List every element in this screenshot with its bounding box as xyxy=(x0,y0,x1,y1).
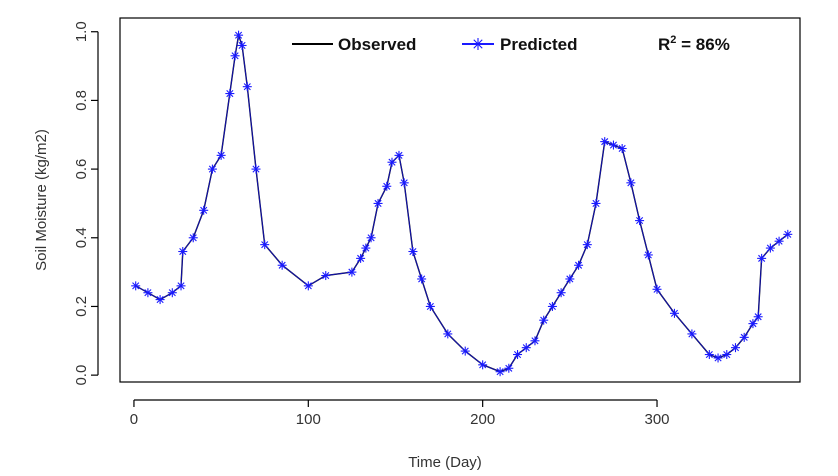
predicted-point xyxy=(635,216,645,226)
predicted-point xyxy=(478,360,488,370)
predicted-point xyxy=(199,205,209,215)
predicted-point xyxy=(774,236,784,246)
predicted-point xyxy=(251,164,261,174)
legend-label-observed: Observed xyxy=(338,35,416,54)
plot-frame xyxy=(119,17,801,383)
predicted-point xyxy=(547,301,557,311)
predicted-point xyxy=(167,288,177,298)
predicted-point xyxy=(565,274,575,284)
predicted-point xyxy=(237,40,247,50)
x-tick-label: 100 xyxy=(296,411,321,428)
predicted-point xyxy=(387,157,397,167)
predicted-point xyxy=(207,164,217,174)
predicted-point xyxy=(582,240,592,250)
predicted-point xyxy=(399,178,409,188)
predicted-point xyxy=(277,260,287,270)
predicted-point xyxy=(408,247,418,257)
predicted-point xyxy=(652,284,662,294)
x-axis: 0 100 200 300 xyxy=(130,399,670,428)
y-tick-label: 0.0 xyxy=(73,365,90,386)
predicted-point xyxy=(730,343,740,353)
predicted-point xyxy=(669,308,679,318)
predicted-point xyxy=(425,301,435,311)
predicted-point xyxy=(687,329,697,339)
predicted-point xyxy=(591,198,601,208)
predicted-point xyxy=(753,312,763,322)
predicted-point xyxy=(748,319,758,329)
predicted-point xyxy=(600,137,610,147)
predicted-point xyxy=(757,253,767,263)
predicted-point xyxy=(176,281,186,291)
predicted-point xyxy=(225,89,235,99)
predicted-point xyxy=(347,267,357,277)
predicted-point xyxy=(356,253,366,263)
series-layer xyxy=(131,30,793,377)
predicted-point xyxy=(765,243,775,253)
y-tick-label: 0.8 xyxy=(73,90,90,111)
y-tick-label: 0.4 xyxy=(73,227,90,248)
predicted-point xyxy=(234,30,244,40)
legend-star-predicted xyxy=(472,38,484,50)
x-tick-label: 0 xyxy=(130,411,138,428)
predicted-point xyxy=(131,281,141,291)
y-axis: 0.0 0.2 0.4 0.6 0.8 1.0 xyxy=(73,21,99,386)
predicted-point xyxy=(608,140,618,150)
predicted-point xyxy=(539,315,549,325)
predicted-point xyxy=(366,233,376,243)
predicted-point xyxy=(216,150,226,160)
predicted-point xyxy=(260,240,270,250)
r2-value: = 86% xyxy=(676,35,729,54)
predicted-point xyxy=(713,353,723,363)
predicted-point xyxy=(574,260,584,270)
predicted-point xyxy=(722,350,732,360)
r-squared-annotation: R2 = 86% xyxy=(658,34,730,54)
predicted-point xyxy=(361,243,371,253)
legend-symbol-predicted xyxy=(462,38,494,50)
legend-label-predicted: Predicted xyxy=(500,35,577,54)
predicted-point xyxy=(704,350,714,360)
predicted-point xyxy=(513,350,523,360)
predicted-point xyxy=(321,271,331,281)
y-tick-label: 0.2 xyxy=(73,296,90,317)
predicted-point xyxy=(783,229,793,239)
r2-base: R xyxy=(658,35,670,54)
predicted-point xyxy=(617,143,627,153)
predicted-point xyxy=(521,343,531,353)
predicted-point xyxy=(417,274,427,284)
predicted-point xyxy=(495,367,505,377)
r2-superscript: 2 xyxy=(670,34,676,46)
predicted-point xyxy=(155,295,165,305)
x-tick-label: 200 xyxy=(470,411,495,428)
predicted-point xyxy=(178,247,188,257)
predicted-point xyxy=(460,346,470,356)
x-tick-label: 300 xyxy=(645,411,670,428)
predicted-point xyxy=(382,181,392,191)
predicted-point xyxy=(188,233,198,243)
predicted-point xyxy=(643,250,653,260)
predicted-point xyxy=(504,363,514,373)
y-axis-title: Soil Moisture (kg/m2) xyxy=(33,129,50,271)
x-axis-title: Time (Day) xyxy=(408,454,482,471)
predicted-point xyxy=(626,178,636,188)
predicted-point xyxy=(530,336,540,346)
predicted-point xyxy=(230,51,240,61)
predicted-point xyxy=(739,332,749,342)
legend: Observed Predicted R2 = 86% xyxy=(292,34,730,54)
predicted-point xyxy=(303,281,313,291)
predicted-point xyxy=(394,150,404,160)
predicted-point xyxy=(556,288,566,298)
predicted-point xyxy=(143,288,153,298)
predicted-point xyxy=(242,82,252,92)
predicted-point xyxy=(373,198,383,208)
y-tick-label: 1.0 xyxy=(73,21,90,42)
predicted-point xyxy=(443,329,453,339)
y-tick-label: 0.6 xyxy=(73,159,90,180)
